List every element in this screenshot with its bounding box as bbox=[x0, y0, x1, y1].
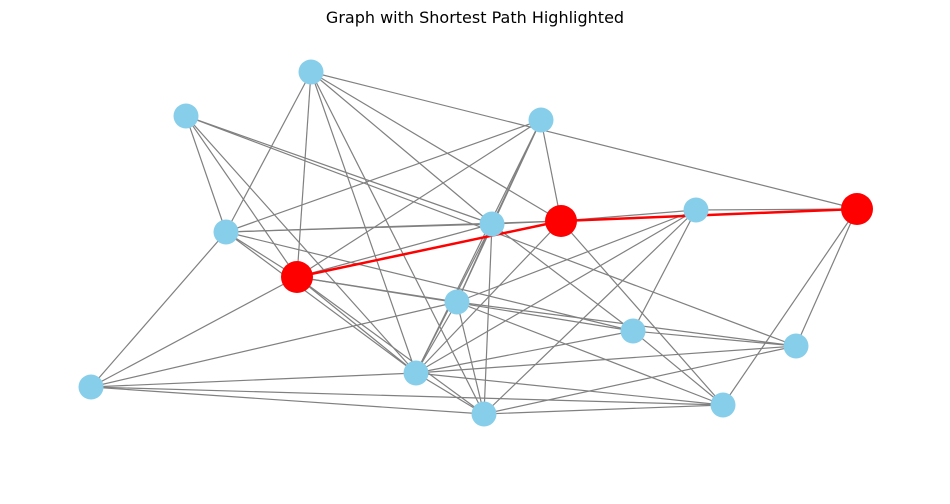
graph-node bbox=[78, 374, 104, 400]
graph-edge bbox=[185, 115, 298, 278]
graph-edge bbox=[456, 301, 724, 406]
graph-edge bbox=[296, 71, 312, 278]
graph-edge bbox=[296, 223, 493, 278]
graph-edge bbox=[185, 115, 227, 233]
nodes-layer bbox=[78, 59, 873, 427]
graph-edge bbox=[415, 372, 485, 415]
graph-edge bbox=[483, 345, 797, 415]
graph-edge bbox=[491, 223, 634, 332]
graph-edge bbox=[415, 345, 797, 374]
graph-edge bbox=[90, 372, 417, 388]
graph-node bbox=[173, 103, 199, 129]
graph-edge bbox=[415, 209, 697, 374]
graph-title: Graph with Shortest Path Highlighted bbox=[325, 8, 625, 27]
graph-node bbox=[471, 401, 497, 427]
edges-layer bbox=[90, 71, 858, 415]
path-node bbox=[545, 205, 577, 237]
shortest-path-edge bbox=[296, 219, 562, 279]
path-node bbox=[281, 261, 313, 293]
graph-edge bbox=[415, 119, 542, 374]
graph-edge bbox=[185, 115, 417, 374]
graph-edge bbox=[632, 330, 797, 347]
graph-node bbox=[479, 211, 505, 237]
graph-edge bbox=[310, 71, 417, 374]
graph-node bbox=[298, 59, 324, 85]
shortest-path-edge bbox=[560, 207, 858, 223]
graph-edge bbox=[296, 276, 485, 415]
graph-edge bbox=[795, 208, 858, 347]
shortest-path-layer bbox=[296, 207, 858, 279]
graph-edge bbox=[90, 231, 227, 388]
graph-edge bbox=[225, 231, 634, 332]
graph-edge bbox=[225, 71, 312, 233]
graph-edge bbox=[310, 71, 858, 210]
graph-edge bbox=[456, 301, 485, 415]
graph-edge bbox=[185, 115, 493, 225]
graph-edge bbox=[90, 276, 298, 388]
graph-edge bbox=[540, 119, 562, 222]
graph-node bbox=[683, 197, 709, 223]
graph-edge bbox=[225, 231, 417, 374]
graph-edge bbox=[310, 71, 485, 415]
graph-edge bbox=[456, 209, 697, 303]
graph-edge bbox=[415, 372, 724, 406]
graph-edge bbox=[415, 301, 458, 374]
graph-edge bbox=[90, 386, 724, 406]
path-node bbox=[841, 193, 873, 225]
graph-edge bbox=[483, 223, 493, 415]
graph-node bbox=[528, 107, 554, 133]
graph-node bbox=[213, 219, 239, 245]
graph-edge bbox=[415, 330, 634, 374]
graph-node bbox=[710, 392, 736, 418]
graph-node bbox=[403, 360, 429, 386]
graph-edge bbox=[310, 71, 562, 222]
graph-edge bbox=[632, 330, 724, 406]
graph-edge bbox=[225, 223, 493, 233]
graph-edge bbox=[722, 208, 858, 406]
graph-node bbox=[620, 318, 646, 344]
graph-edge bbox=[483, 209, 697, 415]
graph-edge bbox=[90, 301, 458, 388]
graph-node bbox=[444, 289, 470, 315]
graph-edge bbox=[225, 119, 542, 233]
graph-node bbox=[783, 333, 809, 359]
graph-edge bbox=[90, 386, 485, 415]
graph-edge bbox=[310, 71, 493, 225]
graph-edge bbox=[632, 209, 697, 332]
graph-edge bbox=[483, 404, 724, 415]
